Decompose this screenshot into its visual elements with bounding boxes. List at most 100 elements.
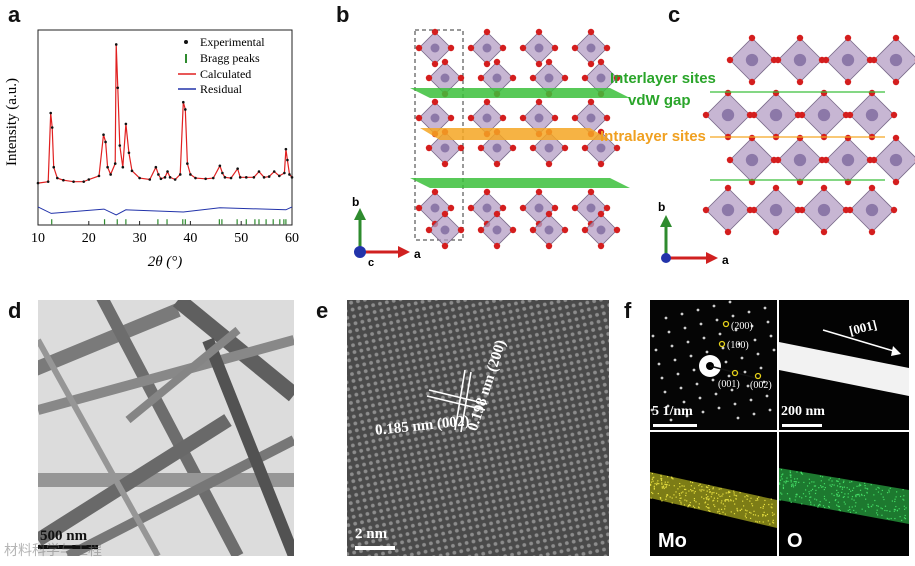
eds-signal-dot <box>717 511 719 513</box>
o-atom <box>750 206 758 214</box>
eds-signal-dot <box>762 515 764 517</box>
o-atom <box>457 226 465 234</box>
eds-signal-dot <box>685 494 687 497</box>
mo-atom <box>841 153 855 167</box>
eds-signal-dot <box>758 496 760 498</box>
o-atom <box>509 226 517 234</box>
o-atom <box>892 78 900 86</box>
eds-signal-dot <box>749 517 752 519</box>
eds-signal-dot <box>687 506 689 508</box>
o-atom <box>603 204 611 212</box>
experimental-point <box>184 108 187 111</box>
diffraction-spot <box>759 366 763 370</box>
eds-signal-dot <box>735 498 737 500</box>
diffraction-spot <box>718 332 722 336</box>
eds-signal-dot <box>665 486 667 489</box>
eds-signal-dot <box>671 502 673 504</box>
eds-map-o: O <box>779 432 909 556</box>
eds-signal-dot <box>736 509 738 511</box>
eds-signal-dot <box>755 520 757 522</box>
eds-signal-dot <box>855 495 857 497</box>
o-atom <box>772 89 780 97</box>
o-atom <box>820 228 828 236</box>
eds-signal-dot <box>825 499 827 501</box>
o-atom <box>529 144 537 152</box>
eds-signal-dot <box>712 500 714 502</box>
eds-signal-dot <box>722 503 724 505</box>
o-atom <box>551 114 559 122</box>
eds-signal-dot <box>898 508 900 510</box>
diffraction-spot <box>743 370 747 374</box>
eds-signal-dot <box>905 507 907 509</box>
eds-signal-dot <box>686 500 688 502</box>
eds-signal-dot <box>837 492 839 494</box>
tem-image-d: 500 nm <box>38 300 294 556</box>
eds-signal-dot <box>813 481 815 483</box>
eds-signal-dot <box>795 481 798 483</box>
eds-signal-dot <box>876 505 878 507</box>
axis-b-label: b <box>352 195 359 209</box>
eds-signal-dot <box>720 508 723 511</box>
eds-signal-dot <box>867 503 869 505</box>
experimental-point <box>238 176 242 179</box>
o-atom <box>499 114 507 122</box>
o-atom <box>724 89 732 97</box>
diffraction-spot <box>766 320 770 324</box>
eds-signal-dot <box>762 507 764 509</box>
eds-signal-dot <box>651 478 653 480</box>
experimental-point <box>204 177 207 181</box>
eds-signal-dot <box>903 517 906 519</box>
experimental-point <box>288 173 291 176</box>
diffraction-spot <box>737 342 741 346</box>
eds-signal-dot <box>744 509 747 511</box>
eds-signal-dot <box>742 500 744 502</box>
x-tick-label: 60 <box>285 231 299 246</box>
eds-signal-dot <box>837 505 839 507</box>
diffraction-spot <box>728 300 732 304</box>
diffraction-spot <box>756 352 760 356</box>
diffraction-spot <box>698 396 702 400</box>
mo-atom <box>889 153 903 167</box>
eds-signal-dot <box>839 483 841 485</box>
eds-signal-dot <box>689 501 691 504</box>
eds-signal-dot <box>691 490 693 492</box>
experimental-point <box>118 144 122 147</box>
experimental-point <box>244 176 248 179</box>
eds-signal-dot <box>780 476 782 478</box>
eds-signal-dot <box>899 516 901 518</box>
o-atom <box>748 134 756 142</box>
eds-signal-dot <box>810 496 812 498</box>
o-atom <box>868 89 876 97</box>
o-atom <box>726 56 734 64</box>
eds-signal-dot <box>851 498 853 500</box>
eds-signal-dot <box>789 470 791 472</box>
diffraction-spot <box>685 414 689 418</box>
x-tick-label: 40 <box>183 231 197 246</box>
axis-a-label: a <box>414 247 421 261</box>
eds-signal-dot <box>782 473 784 475</box>
eds-signal-dot <box>866 488 869 490</box>
o-atom <box>587 28 595 36</box>
o-atom <box>483 60 491 68</box>
eds-signal-dot <box>679 500 681 502</box>
mo-atom <box>544 143 554 153</box>
eds-signal-dot <box>698 503 700 505</box>
eds-signal-dot <box>792 483 794 485</box>
eds-signal-dot <box>680 497 682 499</box>
eds-signal-dot <box>847 493 849 495</box>
eds-signal-dot <box>880 507 882 509</box>
eds-signal-dot <box>846 487 848 489</box>
eds-signal-dot <box>661 486 663 488</box>
eds-signal-dot <box>796 478 798 480</box>
eds-signal-dot <box>768 503 770 506</box>
o-atom <box>868 184 876 192</box>
experimental-point <box>82 180 86 183</box>
mo-atom <box>430 113 440 123</box>
eds-signal-dot <box>690 485 692 487</box>
o-atom <box>581 226 589 234</box>
o-atom <box>844 78 852 86</box>
axis-c-marker <box>354 246 366 258</box>
interlayer-plane-bottom <box>410 178 630 188</box>
eds-signal-dot <box>650 481 653 483</box>
direction-arrow <box>822 329 898 353</box>
